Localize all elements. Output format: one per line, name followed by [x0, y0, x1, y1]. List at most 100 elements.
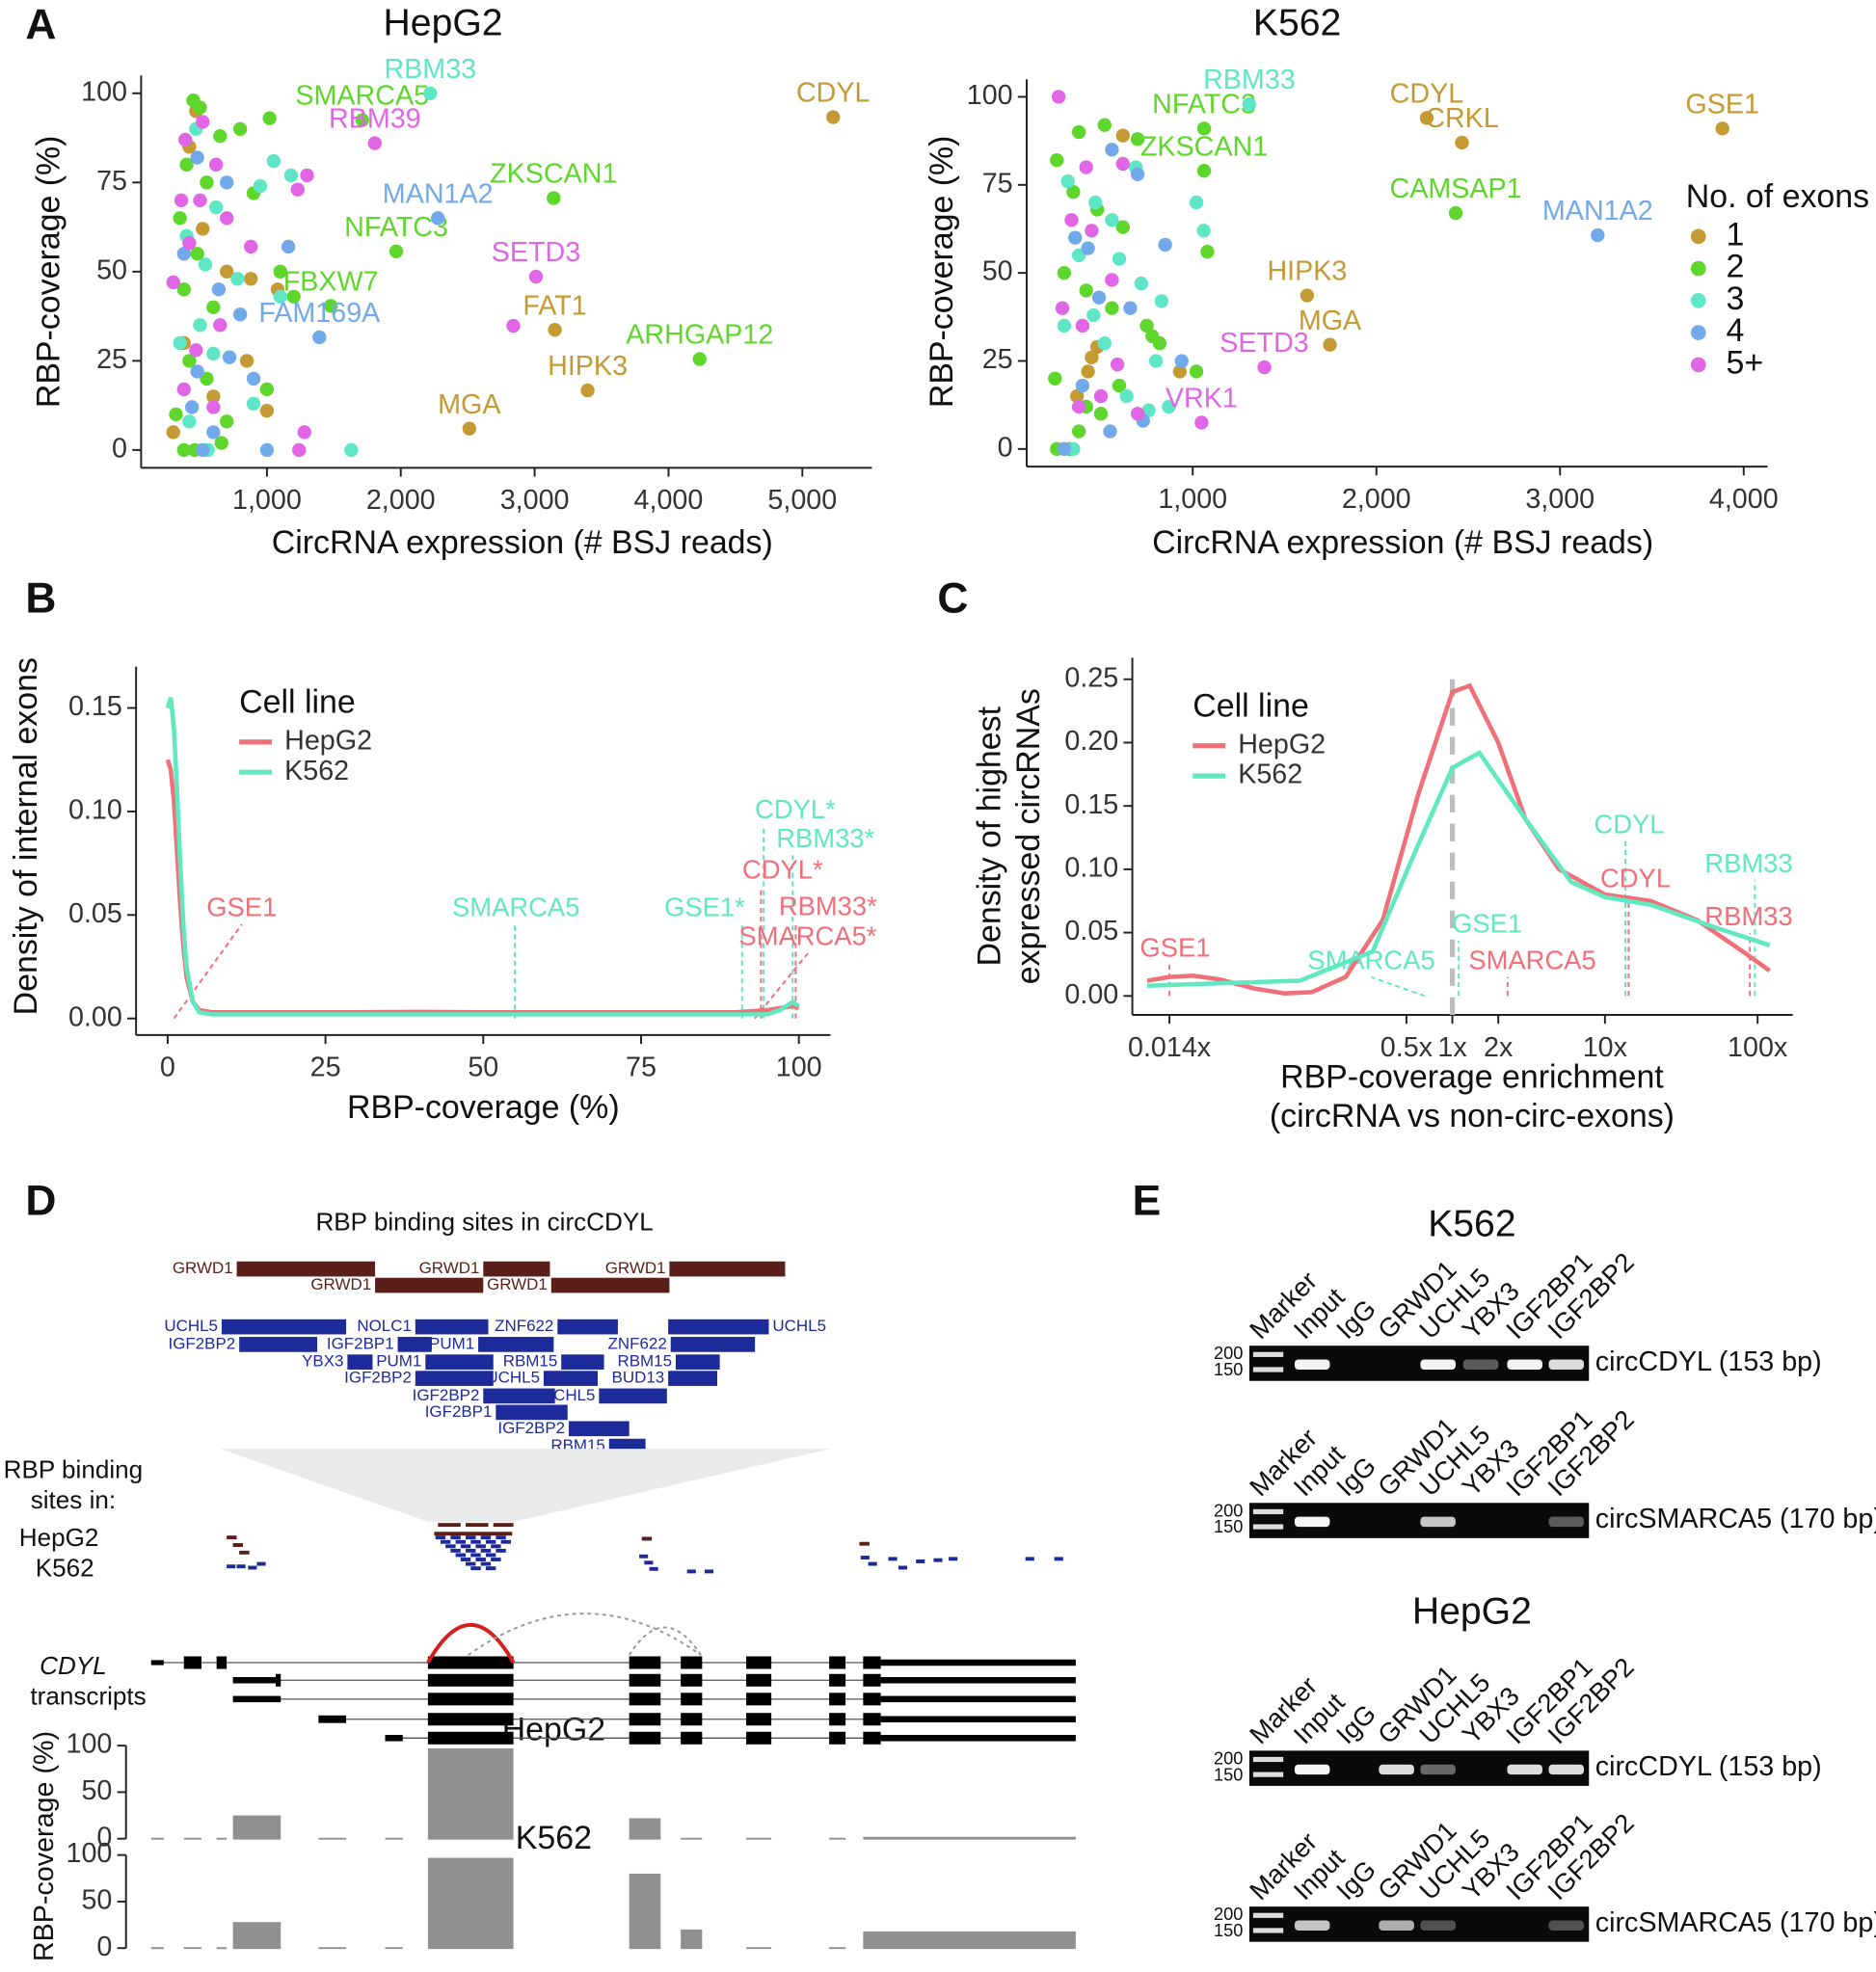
exon: [880, 1735, 1076, 1742]
binding-site-label: PUM1: [376, 1352, 421, 1371]
point: [220, 414, 234, 429]
y-axis-label: expressed circRNAs: [1010, 688, 1047, 984]
binding-site-label: UCHL5: [486, 1369, 540, 1387]
gel-band: [1294, 1920, 1330, 1931]
x-tick-label: 1,000: [232, 485, 302, 516]
point-label: SETD3: [1219, 328, 1308, 359]
point: [367, 136, 382, 150]
y-tick-label: 0.00: [68, 1001, 122, 1032]
point: [196, 442, 210, 458]
point: [213, 318, 228, 333]
point: [1174, 354, 1189, 368]
exon: [681, 1731, 703, 1745]
x-axis-label: (circRNA vs non-circ-exons): [1270, 1098, 1675, 1134]
y-axis-label: RBP-coverage (%): [30, 136, 67, 409]
point: [290, 182, 306, 197]
backsplice-arc: [426, 1623, 516, 1664]
bar: [427, 1748, 514, 1839]
y-tick-label: 0.25: [1064, 662, 1118, 693]
binding-dash: [496, 1548, 506, 1553]
point: [548, 322, 562, 337]
exon: [183, 1656, 202, 1669]
panel-label: E: [1133, 1177, 1162, 1224]
exon: [746, 1692, 772, 1706]
gel-band: [1252, 1756, 1284, 1763]
y-tick-label: 100: [967, 80, 1013, 111]
y-tick-label: 75: [982, 168, 1013, 199]
binding-dash: [470, 1553, 481, 1558]
point: [176, 382, 191, 397]
point: [206, 389, 221, 404]
product-label: circSMARCA5 (170 bp): [1595, 1504, 1876, 1534]
binding-dash: [916, 1559, 925, 1563]
annotation-label: CDYL: [1600, 864, 1671, 893]
point: [1242, 96, 1257, 112]
point: [190, 364, 204, 379]
binding-site-label: UCHL5: [772, 1317, 826, 1335]
point: [506, 318, 521, 333]
exon: [232, 1695, 281, 1703]
binding-dash: [470, 1566, 481, 1571]
binding-site: [415, 1371, 494, 1386]
point: [281, 239, 296, 254]
point-label: RBM39: [329, 104, 421, 135]
point: [214, 436, 228, 450]
point: [1196, 224, 1211, 238]
point: [1189, 364, 1204, 379]
binding-site: [397, 1337, 432, 1352]
exon: [746, 1731, 772, 1745]
exon: [863, 1713, 881, 1726]
x-tick-label: 1x: [1437, 1032, 1467, 1063]
annotation-label: GSE1: [1452, 909, 1522, 939]
point-label: FBXW7: [283, 266, 379, 297]
y-tick-label: 100: [66, 1838, 112, 1869]
point: [462, 421, 477, 436]
x-tick-label: 0: [160, 1053, 175, 1083]
binding-site: [239, 1337, 318, 1352]
gel-band: [1507, 1764, 1542, 1775]
x-tick-label: 75: [626, 1053, 657, 1083]
point-label: CAMSAP1: [1389, 173, 1521, 204]
y-tick-label: 100: [66, 1729, 112, 1760]
point-label: NFATC3: [344, 212, 448, 243]
point: [1085, 350, 1099, 365]
bar: [629, 1873, 661, 1949]
point-label: MAN1A2: [383, 178, 494, 209]
binding-dash: [460, 1558, 471, 1561]
point: [173, 211, 187, 226]
exon: [681, 1656, 703, 1669]
annotation-label: GSE1: [206, 893, 277, 922]
binding-dash: [466, 1561, 476, 1566]
binding-dash: [466, 1523, 489, 1528]
point: [213, 129, 228, 144]
binding-site-label: UCHL5: [164, 1317, 218, 1335]
exon: [275, 1673, 281, 1687]
exon: [880, 1716, 1076, 1722]
gel-band: [1252, 1367, 1284, 1372]
backsplice-arc: [628, 1626, 702, 1656]
legend-label: HepG2: [1238, 729, 1326, 759]
binding-site: [599, 1388, 667, 1404]
point: [1048, 371, 1062, 386]
binding-dash: [485, 1539, 496, 1544]
x-tick-label: 1,000: [1158, 484, 1227, 515]
exon: [681, 1673, 703, 1687]
binding-dash: [435, 1535, 446, 1540]
annotation-label: RBM33: [1704, 848, 1792, 878]
bar: [232, 1922, 281, 1949]
point: [273, 264, 287, 280]
bar: [629, 1818, 661, 1839]
x-tick-label: 100x: [1728, 1032, 1788, 1063]
binding-site-label: YBX3: [302, 1352, 343, 1371]
panel-label: A: [25, 1, 56, 48]
chart-title: HepG2: [502, 1712, 605, 1748]
point-label: CDYL: [1390, 78, 1464, 109]
point: [1075, 318, 1090, 333]
legend-label: K562: [1238, 759, 1302, 790]
point: [259, 382, 275, 397]
point-label: CRKL: [1425, 103, 1499, 134]
binding-site: [569, 1421, 630, 1437]
binding-dash: [1054, 1557, 1063, 1561]
gel-band: [1462, 1359, 1499, 1370]
